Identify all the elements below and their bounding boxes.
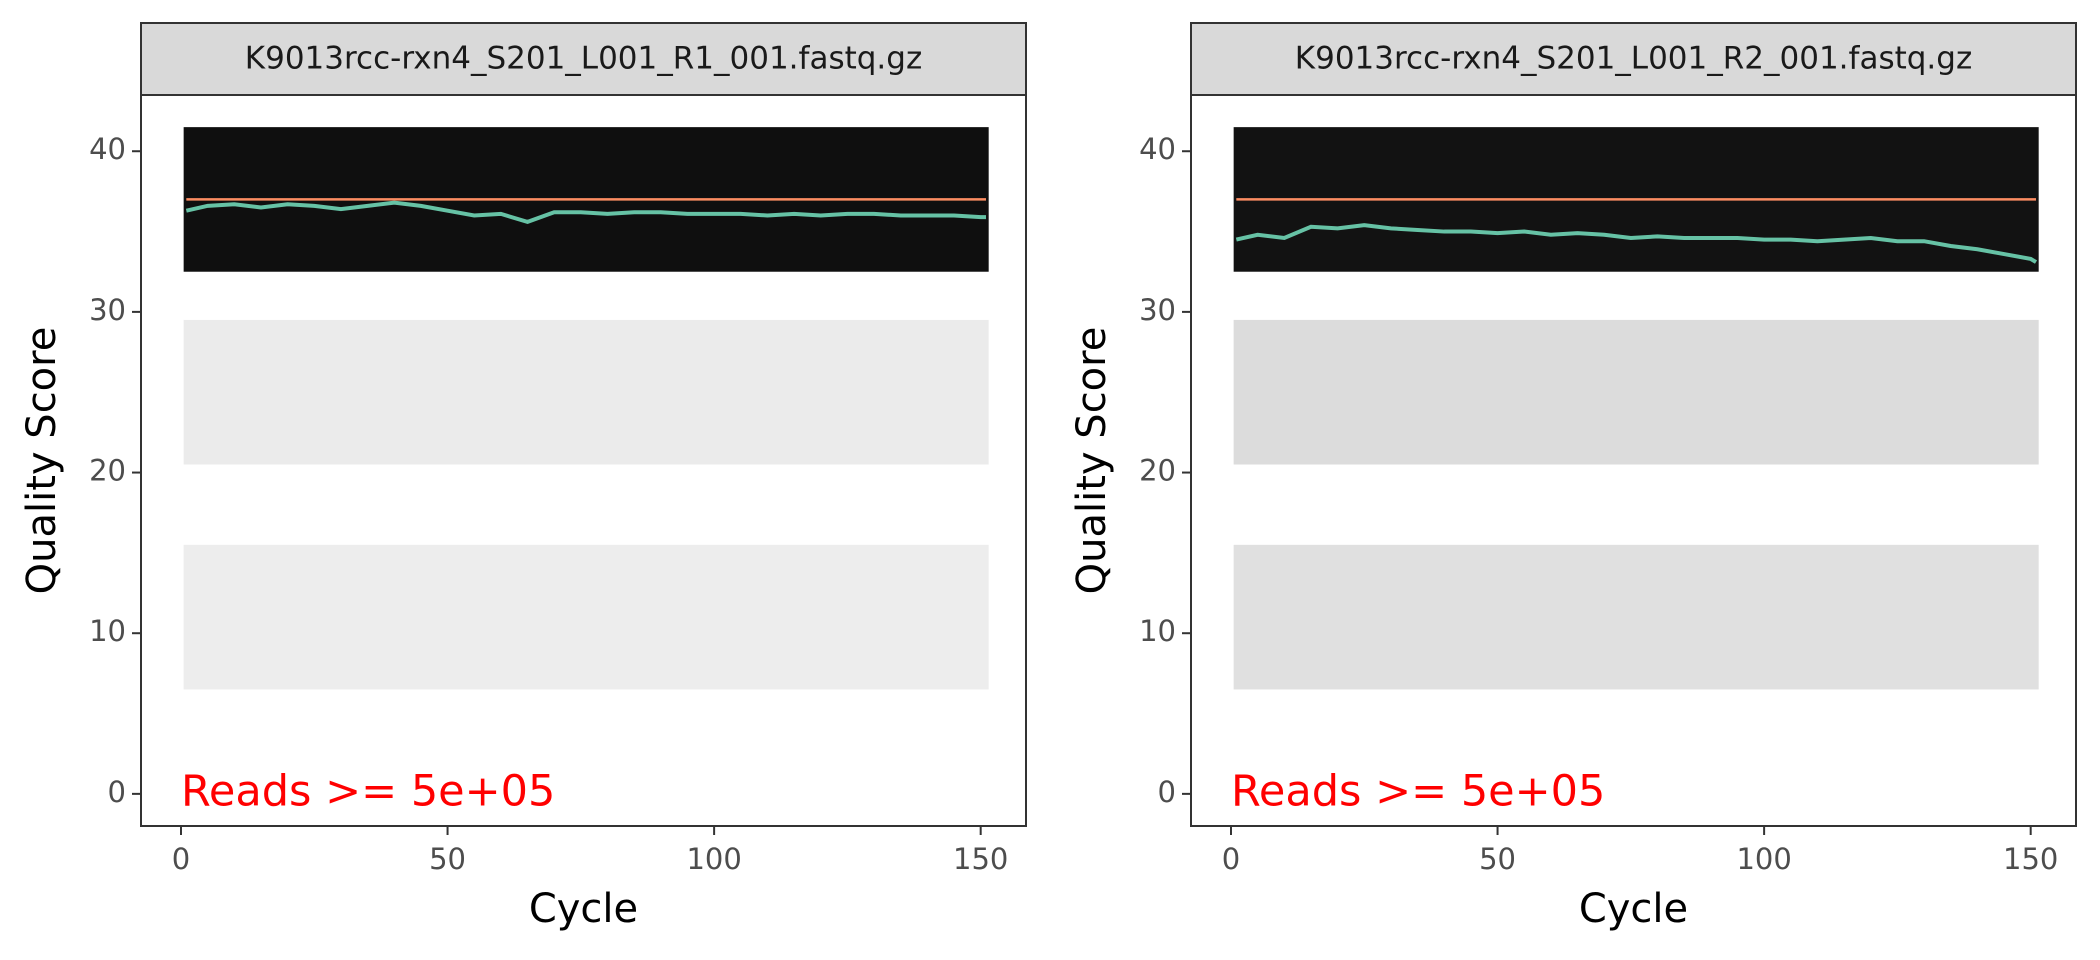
y-tick-label: 10 [89,614,126,648]
y-axis-title: Quality Score [1069,327,1115,595]
x-tick-label: 50 [1479,842,1516,876]
y-tick-label: 0 [1158,775,1176,809]
quality-tile-band [183,319,989,465]
strip-title: K9013rcc-rxn4_S201_L001_R2_001.fastq.gz [1295,41,1972,77]
x-tick-label: 0 [172,842,190,876]
strip-title: K9013rcc-rxn4_S201_L001_R1_001.fastq.gz [245,41,922,77]
quality-tile-band [1233,544,2039,690]
x-tick-label: 150 [953,842,1008,876]
annotation: Reads >= 5e+05 [1231,766,1605,816]
y-tick-label: 10 [1139,614,1176,648]
x-tick-label: 100 [1736,842,1791,876]
panel-border [1190,94,2077,827]
x-tick-label: 0 [1222,842,1240,876]
y-tick-label: 30 [89,293,126,327]
y-tick-label: 20 [89,454,126,488]
x-axis-title: Cycle [529,886,638,932]
x-tick-label: 150 [2003,842,2058,876]
series-line [1235,223,2038,264]
y-axis-title: Quality Score [19,327,65,595]
y-tick-label: 20 [1139,454,1176,488]
series-line [185,200,987,225]
y-tick-label: 40 [89,132,126,166]
annotation: Reads >= 5e+05 [181,766,555,816]
quality-tile-band [183,544,989,690]
y-tick-label: 0 [108,775,126,809]
strip-background [1190,22,2077,96]
quality-tile-band [1233,319,2039,465]
panel-border [140,94,1027,827]
x-tick-label: 50 [429,842,466,876]
x-axis-title: Cycle [1579,886,1688,932]
y-tick-label: 30 [1139,293,1176,327]
x-tick-label: 100 [686,842,741,876]
y-tick-label: 40 [1139,132,1176,166]
strip-background [140,22,1027,96]
